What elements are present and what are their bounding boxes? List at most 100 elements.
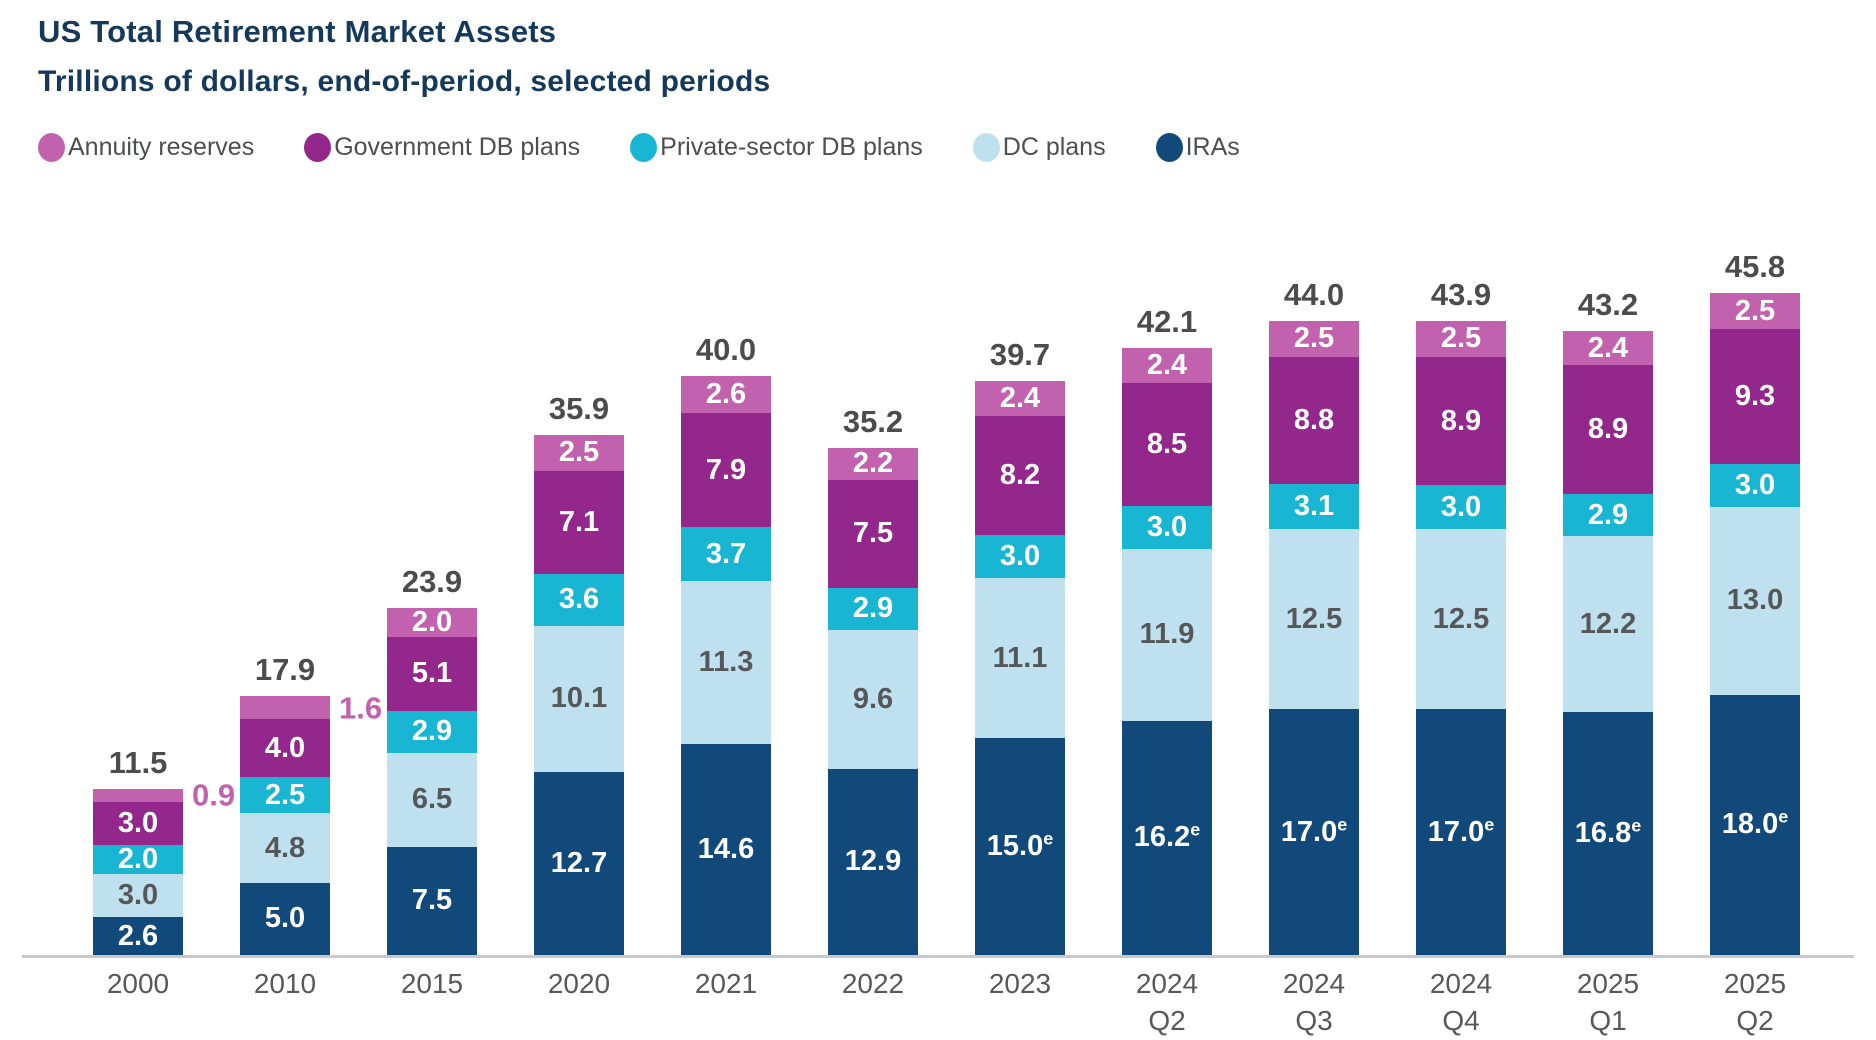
bars-area: 11.5 0.9 3.0 2.0 3.0 2.6 17.9 1.6 4.0 2.5 4.8 5.0 23… — [93, 200, 1800, 955]
x-axis-label-line: Q2 — [1736, 1004, 1774, 1036]
segment-value-label: 7.5 — [411, 884, 453, 917]
x-axis-label-2024-q4: 2024 Q4 — [1416, 966, 1506, 1040]
bar-segment-government-db-plans: 8.9 — [1416, 356, 1506, 486]
segment-value-label: 3.0 — [1146, 510, 1188, 543]
bar-segment-government-db-plans: 4.0 — [240, 719, 330, 778]
bar-stack: 2.5 9.3 3.0 13.0 18.0e — [1710, 293, 1800, 955]
bar-segment-dc-plans: 11.9 — [1122, 548, 1212, 721]
segment-value-label: 10.1 — [550, 682, 608, 715]
bar-segment-government-db-plans: 8.5 — [1122, 382, 1212, 506]
annuity-outside-label: 0.9 — [192, 777, 236, 813]
bar-segment-private-sector-db-plans: 3.0 — [1122, 505, 1212, 549]
bar-segment-iras: 7.5 — [387, 846, 477, 955]
x-axis-label-line: Q2 — [1148, 1004, 1186, 1036]
bar-segment-annuity-reserves: 2.4 — [975, 381, 1065, 417]
segment-value-label: 2.6 — [705, 377, 747, 410]
segment-value-label: 9.3 — [1734, 380, 1776, 413]
segment-value-label: 15.0e — [986, 828, 1054, 863]
segment-value-label: 2.2 — [852, 447, 894, 480]
bar-column-2020: 35.9 2.5 7.1 3.6 10.1 12.7 — [534, 391, 624, 955]
x-axis-label-line: 2015 — [400, 968, 464, 999]
bar-total-label: 17.9 — [254, 652, 316, 688]
segment-value-label: 3.1 — [1293, 489, 1335, 522]
bar-column-2015: 23.9 2.0 5.1 2.9 6.5 7.5 — [387, 564, 477, 955]
bar-segment-private-sector-db-plans: 3.0 — [1416, 485, 1506, 529]
x-axis-label-2020: 2020 — [534, 966, 624, 1040]
bar-segment-dc-plans: 11.3 — [681, 580, 771, 745]
bar-segment-dc-plans: 9.6 — [828, 629, 918, 769]
segment-value-label: 2.4 — [1587, 331, 1629, 364]
bar-column-2022: 35.2 2.2 7.5 2.9 9.6 12.9 — [828, 404, 918, 955]
annuity-outside-label: 1.6 — [339, 690, 383, 726]
x-axis-label-line: 2022 — [841, 968, 905, 999]
bar-segment-annuity-reserves: 2.5 — [534, 434, 624, 471]
bar-segment-government-db-plans: 7.1 — [534, 470, 624, 574]
segment-value-label: 2.5 — [1293, 322, 1335, 355]
bar-segment-iras: 16.8e — [1563, 712, 1653, 955]
x-axis-label-2022: 2022 — [828, 966, 918, 1040]
x-axis-label-line: 2023 — [988, 968, 1052, 999]
segment-value-label: 2.5 — [264, 778, 306, 811]
segment-value-label: 9.6 — [852, 682, 894, 715]
x-axis-label-2024-q2: 2024 Q2 — [1122, 966, 1212, 1040]
segment-value-label: 8.5 — [1146, 427, 1188, 460]
bar-segment-annuity-reserves: 2.4 — [1122, 348, 1212, 383]
bar-segment-government-db-plans: 9.3 — [1710, 329, 1800, 464]
segment-value-label: 2.5 — [1734, 294, 1776, 327]
segment-value-label: 18.0e — [1721, 806, 1789, 841]
x-axis-label-2023: 2023 — [975, 966, 1065, 1040]
segment-value-label: 7.9 — [705, 453, 747, 486]
bar-segment-dc-plans: 13.0 — [1710, 507, 1800, 695]
segment-value-label: 2.5 — [558, 436, 600, 469]
segment-value-label: 3.0 — [1734, 468, 1776, 501]
legend-label: Government DB plans — [334, 133, 581, 161]
segment-value-label: 2.0 — [411, 606, 453, 639]
segment-value-label: 2.9 — [1587, 498, 1629, 531]
bar-segment-government-db-plans: 8.2 — [975, 416, 1065, 535]
segment-value-label: 4.0 — [264, 731, 306, 764]
bar-stack: 2.4 8.9 2.9 12.2 16.8e — [1563, 330, 1653, 955]
bar-segment-iras: 12.9 — [828, 768, 918, 955]
bar-column-2000: 11.5 0.9 3.0 2.0 3.0 2.6 — [93, 744, 235, 955]
bar-segment-dc-plans: 4.8 — [240, 813, 330, 883]
x-axis-label-line: 2020 — [547, 968, 611, 999]
bar-column-2021: 40.0 2.6 7.9 3.7 11.3 14.6 — [681, 332, 771, 955]
segment-value-label: 11.3 — [698, 645, 754, 678]
bar-total-label: 42.1 — [1136, 304, 1198, 340]
segment-value-label: 16.8e — [1574, 815, 1642, 850]
bar-total-label: 11.5 — [108, 744, 168, 780]
bar-column-2024-q3: 44.0 2.5 8.8 3.1 12.5 17.0e — [1269, 277, 1359, 955]
x-axis-label-2021: 2021 — [681, 966, 771, 1040]
legend-label: Annuity reserves — [68, 133, 255, 161]
bar-segment-government-db-plans: 7.5 — [828, 479, 918, 588]
x-axis-label-line: Q4 — [1442, 1004, 1480, 1036]
bar-segment-annuity-reserves: 2.6 — [681, 375, 771, 414]
x-axis-label-line: 2024 — [1429, 968, 1493, 999]
segment-value-label: 2.4 — [1146, 348, 1188, 381]
segment-value-label: 2.5 — [1440, 322, 1482, 355]
bar-segment-government-db-plans: 8.8 — [1269, 356, 1359, 484]
bar-column-2010: 17.9 1.6 4.0 2.5 4.8 5.0 — [240, 652, 382, 955]
segment-value-label: 11.9 — [1139, 618, 1195, 651]
bar-column-2024-q2: 42.1 2.4 8.5 3.0 11.9 16.2e — [1122, 304, 1212, 955]
bar-stack: 1.6 4.0 2.5 4.8 5.0 — [240, 692, 382, 955]
legend-label: IRAs — [1185, 133, 1240, 161]
bar-segment-annuity-reserves: 0.9 — [93, 780, 235, 811]
x-axis-label-2025-q2: 2025 Q2 — [1710, 966, 1800, 1040]
bar-total-label: 23.9 — [401, 564, 463, 600]
legend-item-annuity-reserves: Annuity reserves — [38, 133, 254, 162]
bar-segment-government-db-plans: 5.1 — [387, 637, 477, 711]
x-axis-label-2025-q1: 2025 Q1 — [1563, 966, 1653, 1040]
segment-value-label: 3.6 — [558, 583, 600, 616]
segment-value-label: 17.0e — [1427, 814, 1495, 848]
estimate-marker: e — [1337, 814, 1348, 835]
bar-stack: 2.6 7.9 3.7 11.3 14.6 — [681, 375, 771, 955]
bar-segment-iras: 14.6 — [681, 744, 771, 955]
bar-segment-private-sector-db-plans: 3.7 — [681, 527, 771, 581]
legend-item-dc-plans: DC plans — [972, 133, 1106, 162]
bar-segment-private-sector-db-plans: 2.9 — [387, 710, 477, 753]
segment-value-label: 4.8 — [264, 831, 306, 864]
bar-segment-annuity-reserves: 2.2 — [828, 447, 918, 480]
segment-value-label: 5.0 — [264, 902, 306, 935]
